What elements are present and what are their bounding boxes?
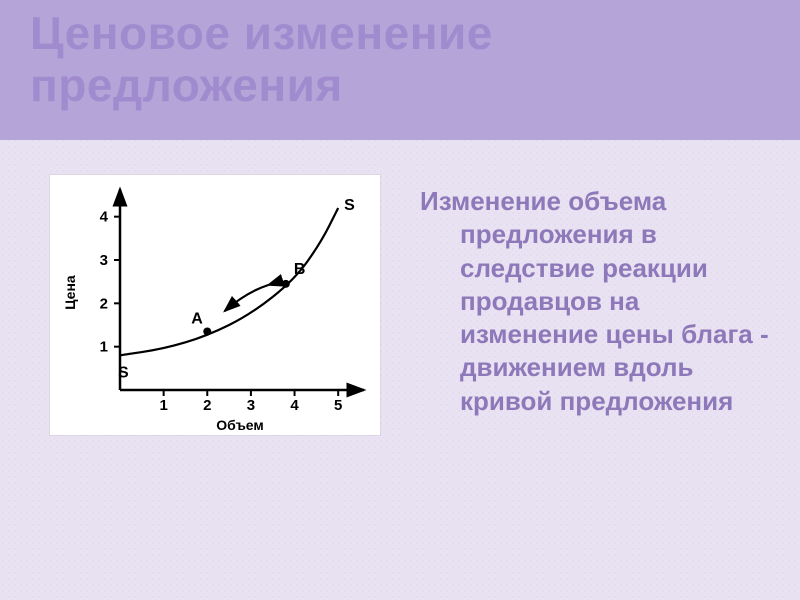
marker-label: B [294, 261, 306, 278]
body-text: Изменение объема предложения в следствие… [420, 185, 770, 418]
y-tick-label: 3 [100, 252, 108, 269]
x-tick-label: 2 [203, 397, 211, 414]
movement-arrow [225, 285, 269, 311]
x-tick-label: 5 [334, 397, 342, 414]
slide: Ценовое изменение предложения 1 2 3 4 5 1 2 3 4 О… [0, 0, 800, 600]
title-band: Ценовое изменение предложения [0, 0, 800, 140]
marker-point [203, 328, 211, 336]
y-axis-label: Цена [62, 275, 78, 310]
title-line-2: предложения [30, 59, 343, 111]
marker-point [282, 280, 290, 288]
curve-label-start: S [118, 364, 129, 381]
y-tick-label: 2 [100, 295, 108, 312]
curve-label-end: S [344, 197, 355, 214]
supply-chart: 1 2 3 4 5 1 2 3 4 Объем Цена S S A B [50, 175, 380, 435]
marker-label: A [191, 311, 203, 328]
x-tick-label: 1 [159, 397, 167, 414]
x-tick-label: 4 [290, 397, 299, 414]
x-tick-label: 3 [247, 397, 255, 414]
supply-curve [120, 208, 338, 355]
title-line-1: Ценовое изменение [30, 7, 493, 59]
y-tick-label: 4 [100, 209, 109, 226]
slide-title: Ценовое изменение предложения [30, 8, 770, 111]
y-tick-label: 1 [100, 339, 108, 356]
x-axis-label: Объем [216, 417, 264, 433]
body-paragraph: Изменение объема предложения в следствие… [420, 185, 770, 418]
